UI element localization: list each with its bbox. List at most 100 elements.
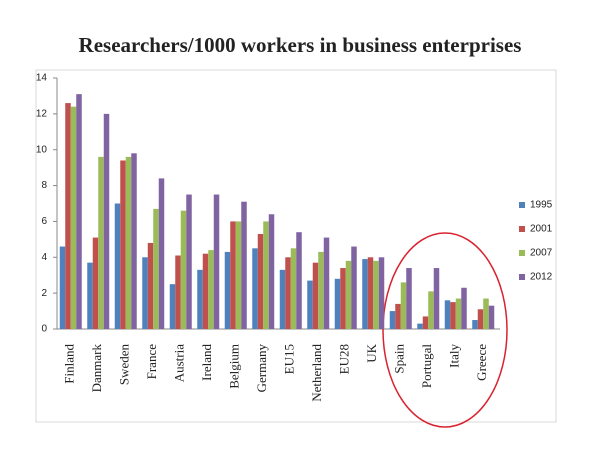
legend-swatch bbox=[519, 226, 525, 232]
bar bbox=[224, 251, 231, 329]
bar bbox=[98, 156, 104, 329]
bar bbox=[477, 309, 484, 329]
bar bbox=[367, 257, 374, 329]
bar bbox=[147, 242, 154, 329]
x-tick-label: Finland bbox=[62, 344, 77, 384]
bar bbox=[103, 113, 110, 329]
bar bbox=[417, 323, 423, 329]
bar bbox=[208, 250, 214, 329]
chart-frame bbox=[35, 69, 557, 423]
legend-label: 1995 bbox=[530, 200, 553, 211]
x-tick-label: Spain bbox=[392, 344, 407, 374]
x-tick-label: UK bbox=[364, 343, 379, 362]
x-tick-label: France bbox=[144, 344, 159, 380]
bar bbox=[241, 201, 247, 329]
y-tick-label: 8 bbox=[41, 180, 47, 191]
legend-label: 2012 bbox=[530, 272, 553, 283]
x-tick-label: Sweden bbox=[117, 344, 132, 386]
bar bbox=[362, 259, 368, 329]
chart-title: Researchers/1000 workers in business ent… bbox=[79, 33, 522, 57]
bar bbox=[125, 156, 132, 329]
bar bbox=[175, 255, 181, 329]
x-tick-label: Germany bbox=[254, 344, 269, 393]
bar bbox=[351, 246, 357, 329]
bar bbox=[268, 214, 275, 329]
bar bbox=[323, 237, 330, 329]
bar bbox=[120, 160, 126, 329]
bar bbox=[483, 298, 489, 329]
bar bbox=[334, 278, 341, 329]
y-tick-label: 12 bbox=[36, 108, 48, 119]
bar bbox=[142, 257, 148, 329]
highlight-circle bbox=[382, 232, 508, 428]
bar bbox=[400, 282, 407, 329]
bar bbox=[395, 303, 401, 329]
y-tick-label: 6 bbox=[41, 216, 47, 227]
bar bbox=[76, 94, 82, 329]
bar bbox=[373, 260, 379, 329]
bar bbox=[153, 208, 159, 329]
bar bbox=[389, 311, 396, 329]
bar bbox=[433, 268, 440, 329]
bar bbox=[422, 316, 429, 329]
bar bbox=[197, 269, 203, 329]
x-tick-label: Belgium bbox=[227, 344, 242, 389]
x-tick-label: EU28 bbox=[337, 344, 352, 374]
bar bbox=[252, 248, 258, 329]
legend-swatch bbox=[519, 274, 525, 280]
bar bbox=[59, 246, 66, 329]
bar bbox=[450, 302, 456, 329]
y-tick-label: 0 bbox=[41, 324, 47, 335]
legend-swatch bbox=[519, 250, 525, 256]
y-tick-label: 10 bbox=[36, 144, 48, 155]
x-tick-label: EU15 bbox=[282, 344, 297, 374]
x-tick-label: Portugal bbox=[419, 344, 434, 388]
bar bbox=[213, 194, 220, 329]
bar bbox=[169, 284, 176, 329]
y-tick-label: 2 bbox=[41, 288, 47, 299]
x-tick-label: Austria bbox=[172, 344, 187, 383]
x-tick-label: Italy bbox=[447, 344, 462, 368]
bar bbox=[318, 251, 324, 329]
bar bbox=[340, 268, 346, 329]
bar bbox=[279, 269, 286, 329]
bar bbox=[87, 262, 93, 329]
bar bbox=[290, 248, 297, 329]
x-tick-label: Danmark bbox=[89, 344, 104, 393]
bar bbox=[312, 262, 319, 329]
bar bbox=[428, 291, 434, 329]
bar bbox=[378, 257, 385, 329]
x-tick-label: Ireland bbox=[199, 344, 214, 381]
bar bbox=[235, 221, 242, 329]
legend-swatch bbox=[519, 202, 525, 208]
legend-label: 2001 bbox=[530, 224, 553, 235]
bar bbox=[186, 194, 192, 329]
bar bbox=[131, 153, 137, 329]
bar bbox=[345, 260, 352, 329]
bar bbox=[202, 253, 209, 329]
bar bbox=[307, 280, 313, 329]
bar bbox=[444, 300, 451, 329]
x-tick-label: Greece bbox=[474, 344, 489, 381]
bar bbox=[461, 287, 467, 329]
bar bbox=[263, 221, 269, 329]
bar bbox=[406, 268, 412, 329]
bar bbox=[257, 233, 264, 329]
bar bbox=[488, 305, 495, 329]
bar bbox=[92, 237, 99, 329]
bar bbox=[70, 106, 77, 329]
bar bbox=[158, 178, 165, 329]
bar bbox=[285, 257, 291, 329]
bar bbox=[65, 103, 71, 329]
bar bbox=[230, 221, 236, 329]
y-tick-label: 4 bbox=[41, 252, 47, 263]
bar bbox=[296, 232, 302, 329]
bar bbox=[180, 210, 187, 329]
bar bbox=[114, 203, 121, 329]
bar bbox=[455, 298, 462, 329]
legend-label: 2007 bbox=[530, 248, 553, 259]
y-tick-label: 14 bbox=[36, 73, 48, 84]
bar bbox=[472, 320, 478, 329]
